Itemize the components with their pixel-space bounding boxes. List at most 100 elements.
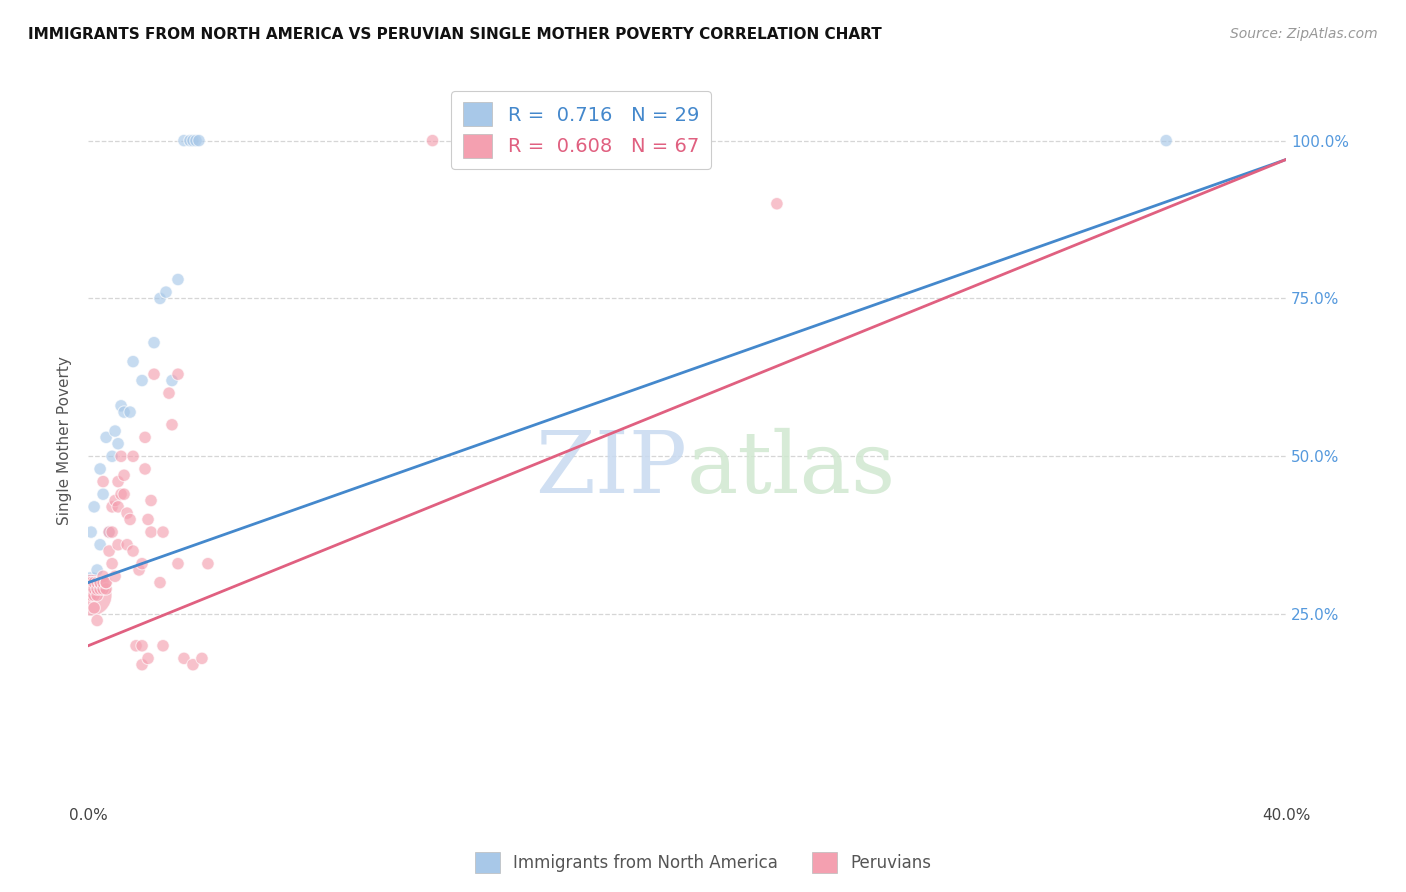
Point — [181, 134, 204, 148]
Point — [107, 436, 129, 450]
Point — [110, 450, 132, 464]
Point — [139, 525, 162, 540]
Point — [80, 582, 103, 596]
Point — [125, 639, 148, 653]
Point — [98, 544, 121, 558]
Point — [91, 569, 114, 583]
Point — [1154, 134, 1177, 148]
Point — [86, 575, 108, 590]
Text: ZIP: ZIP — [536, 428, 688, 511]
Point — [80, 575, 103, 590]
Point — [188, 134, 211, 148]
Point — [149, 575, 172, 590]
Point — [122, 450, 145, 464]
Point — [91, 582, 114, 596]
Point — [98, 525, 121, 540]
Point — [94, 575, 117, 590]
Point — [112, 468, 135, 483]
Point — [120, 512, 142, 526]
Point — [131, 639, 153, 653]
Point — [173, 651, 195, 665]
Point — [91, 475, 114, 489]
Point — [139, 493, 162, 508]
Point — [143, 335, 166, 350]
Point — [83, 500, 105, 514]
Point — [89, 575, 111, 590]
Point — [86, 588, 108, 602]
Point — [80, 575, 103, 590]
Point — [101, 450, 124, 464]
Point — [197, 557, 219, 571]
Point — [104, 493, 127, 508]
Point — [160, 374, 183, 388]
Y-axis label: Single Mother Poverty: Single Mother Poverty — [58, 356, 72, 525]
Point — [80, 575, 103, 590]
Point — [110, 487, 132, 501]
Point — [94, 575, 117, 590]
Point — [179, 134, 201, 148]
Point — [86, 614, 108, 628]
Point — [191, 651, 214, 665]
Point — [80, 588, 103, 602]
Point — [645, 134, 668, 148]
Point — [184, 134, 207, 148]
Point — [167, 557, 190, 571]
Point — [160, 417, 183, 432]
Point — [110, 399, 132, 413]
Point — [167, 272, 190, 286]
Point — [107, 475, 129, 489]
Point — [91, 487, 114, 501]
Point — [131, 557, 153, 571]
Point — [152, 525, 174, 540]
Point — [107, 538, 129, 552]
Point — [94, 430, 117, 444]
Point — [122, 354, 145, 368]
Point — [98, 525, 121, 540]
Point — [86, 563, 108, 577]
Point — [89, 462, 111, 476]
Point — [422, 134, 444, 148]
Point — [101, 557, 124, 571]
Point — [91, 575, 114, 590]
Point — [89, 575, 111, 590]
Point — [89, 538, 111, 552]
Point — [143, 368, 166, 382]
Point — [155, 285, 177, 300]
Point — [120, 405, 142, 419]
Point — [766, 196, 789, 211]
Point — [136, 651, 159, 665]
Point — [104, 569, 127, 583]
Point — [101, 525, 124, 540]
Legend: R =  0.716   N = 29, R =  0.608   N = 67: R = 0.716 N = 29, R = 0.608 N = 67 — [451, 91, 710, 169]
Point — [83, 575, 105, 590]
Point — [149, 292, 172, 306]
Point — [112, 405, 135, 419]
Point — [173, 134, 195, 148]
Text: IMMIGRANTS FROM NORTH AMERICA VS PERUVIAN SINGLE MOTHER POVERTY CORRELATION CHAR: IMMIGRANTS FROM NORTH AMERICA VS PERUVIA… — [28, 27, 882, 42]
Point — [86, 582, 108, 596]
Point — [80, 588, 103, 602]
Point — [89, 582, 111, 596]
Point — [181, 657, 204, 672]
Point — [115, 538, 138, 552]
Point — [136, 512, 159, 526]
Legend: Immigrants from North America, Peruvians: Immigrants from North America, Peruvians — [468, 846, 938, 880]
Text: Source: ZipAtlas.com: Source: ZipAtlas.com — [1230, 27, 1378, 41]
Point — [134, 430, 156, 444]
Point — [101, 500, 124, 514]
Point — [128, 563, 150, 577]
Point — [131, 657, 153, 672]
Point — [134, 462, 156, 476]
Point — [94, 582, 117, 596]
Point — [122, 544, 145, 558]
Point — [80, 525, 103, 540]
Point — [157, 386, 180, 401]
Point — [152, 639, 174, 653]
Point — [107, 500, 129, 514]
Point — [83, 582, 105, 596]
Point — [167, 368, 190, 382]
Point — [131, 374, 153, 388]
Point — [115, 506, 138, 520]
Point — [83, 600, 105, 615]
Text: atlas: atlas — [688, 428, 896, 511]
